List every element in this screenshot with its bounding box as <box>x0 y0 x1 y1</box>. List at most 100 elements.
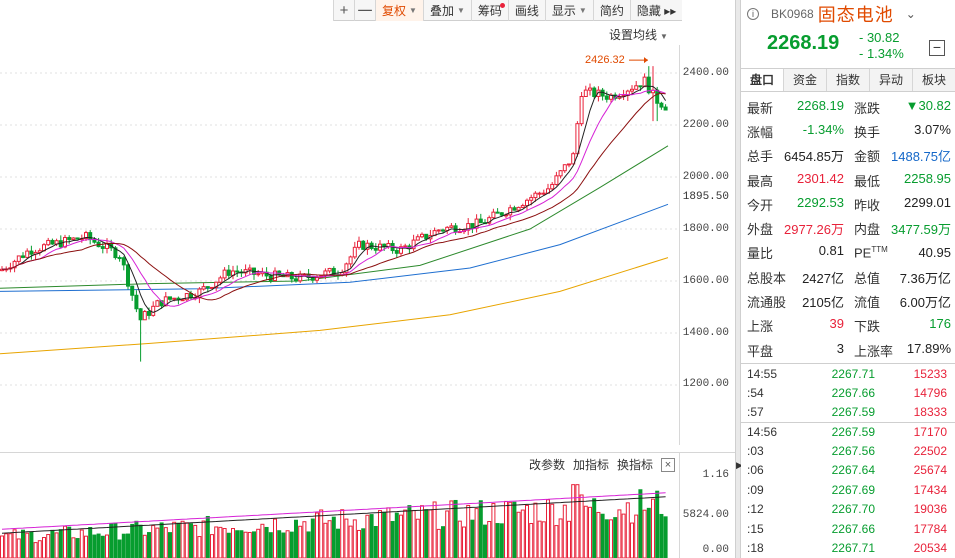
quote-cell: 量比 0.81 <box>741 243 848 262</box>
hide-panel-button[interactable]: 隐藏 ▸▸ <box>629 0 682 21</box>
candlestick-plot[interactable]: 2426.32 <box>0 0 679 452</box>
display-dropdown[interactable]: 显示 ▼ <box>544 0 593 21</box>
candle-body <box>659 102 664 108</box>
volume-bar <box>357 529 361 558</box>
volume-bar <box>25 532 30 558</box>
ma-setting-dropdown[interactable]: 设置均线 ▼ <box>609 26 668 43</box>
y-tick-label: 2000.00 <box>682 171 729 183</box>
volume-bar <box>567 520 571 558</box>
tab-capital[interactable]: 资金 <box>783 69 826 91</box>
volume-bar <box>252 531 256 558</box>
quote-label: 总值 <box>854 270 881 286</box>
zoom-out-button[interactable]: 一 <box>354 0 375 21</box>
quote-grid: 最新 2268.19 涨跌 ▼30.82 涨幅 -1.34% 换手 3.07% 总手 6454.8… <box>741 95 955 362</box>
volume-bar <box>361 528 366 558</box>
adjust-price-label: 复权 <box>382 4 407 18</box>
volume-bar <box>495 523 500 558</box>
volume-bar <box>403 509 408 558</box>
tab-index[interactable]: 指数 <box>826 69 869 91</box>
volume-bar <box>75 538 80 558</box>
tab-order-book[interactable]: 盘口 <box>741 69 783 91</box>
candle-body <box>273 270 277 282</box>
adjust-price-dropdown[interactable]: 复权 ▼ <box>375 0 423 21</box>
candle-body <box>163 296 168 307</box>
info-icon[interactable]: i <box>747 8 759 20</box>
zoom-in-button[interactable]: + <box>333 0 354 21</box>
tick-row: :54 2267.66 14796 <box>741 383 955 402</box>
quote-value: 1488.75亿 <box>891 149 951 165</box>
add-indicator-button[interactable]: 加指标 <box>572 458 609 472</box>
draw-line-button[interactable]: 画线 <box>507 0 545 21</box>
volume-bar <box>84 535 88 558</box>
volume-bar <box>277 530 282 558</box>
volume-bar <box>651 498 655 558</box>
quote-cell: 平盘 3 <box>741 341 848 360</box>
panel-tabs: 盘口 资金 指数 异动 板块 <box>741 68 955 92</box>
volume-bar <box>516 511 521 558</box>
volume-bar <box>508 501 513 558</box>
quote-label: 最新 <box>747 100 774 116</box>
volume-bar <box>247 531 252 558</box>
volume-bar <box>12 529 17 558</box>
panel-splitter[interactable]: ▶ <box>735 0 743 558</box>
volume-ma-line <box>1 496 666 534</box>
volume-plot[interactable] <box>0 474 679 558</box>
candle-body <box>327 267 332 272</box>
candle-body <box>394 250 399 254</box>
candle-body <box>29 250 34 255</box>
volume-bar <box>243 531 248 558</box>
quote-cell: 涨幅 -1.34% <box>741 122 848 141</box>
volume-bar <box>453 499 458 558</box>
volume-bar <box>537 520 542 558</box>
high-marker-label: 2426.32 <box>585 54 625 66</box>
edit-params-button[interactable]: 改参数 <box>528 458 565 472</box>
volume-bar <box>201 520 206 558</box>
volume-bar <box>0 535 4 558</box>
candle-body <box>646 76 651 94</box>
candle-body <box>315 277 319 281</box>
close-icon[interactable]: × <box>661 457 675 472</box>
quote-row: 外盘 2977.26万 内盘 3477.59万 <box>741 216 955 240</box>
quote-label: 涨跌 <box>854 100 881 116</box>
tab-movement[interactable]: 异动 <box>869 69 912 91</box>
volume-bar <box>79 529 84 558</box>
overlay-dropdown[interactable]: 叠加 ▼ <box>422 0 471 21</box>
collapse-icon[interactable]: − <box>929 40 945 56</box>
quote-value: 2268.19 <box>797 97 844 113</box>
simple-mode-button[interactable]: 简约 <box>592 0 630 21</box>
quote-value: 176 <box>929 316 951 332</box>
quote-row: 涨幅 -1.34% 换手 3.07% <box>741 119 955 143</box>
tick-price: 2267.71 <box>831 541 875 556</box>
current-price-tag: 1895.50 <box>682 191 729 203</box>
volume-bar <box>268 532 273 558</box>
quote-cell: 流值 6.00万亿 <box>848 292 955 311</box>
candle-body <box>415 236 420 241</box>
volume-bar <box>352 519 357 558</box>
volume-bar <box>541 521 546 558</box>
tick-volume: 25674 <box>913 463 947 478</box>
tab-sector[interactable]: 板块 <box>912 69 955 91</box>
chip-distribution-button[interactable]: 筹码 <box>470 0 508 21</box>
quote-value: 2105亿 <box>802 295 844 311</box>
volume-bar <box>466 504 471 558</box>
volume-bar <box>239 530 244 558</box>
candle-body <box>487 217 492 224</box>
change-percent: - 1.34% <box>859 46 904 61</box>
quote-label: PETTM <box>854 245 888 261</box>
quote-cell: 总手 6454.85万 <box>741 146 848 165</box>
quote-cell: 内盘 3477.59万 <box>848 219 955 238</box>
candle-body <box>449 225 454 228</box>
quote-label: 上涨 <box>747 319 774 335</box>
kline-chart-area[interactable]: + 一 复权 ▼ 叠加 ▼ 筹码 画线 显示 ▼ 简约 隐藏 ▸▸ 设置均线 ▼ 242… <box>0 0 737 558</box>
quote-cell: 上涨 39 <box>741 316 848 335</box>
candle-body <box>529 197 534 201</box>
chevron-down-icon[interactable]: ⌄ <box>905 7 916 21</box>
collapse-arrow-icon[interactable]: ▶ <box>736 460 743 470</box>
candle-body <box>12 260 17 269</box>
tick-time: :54 <box>747 386 764 401</box>
candle-body <box>147 311 151 316</box>
quote-cell: 上涨率 17.89% <box>848 341 955 360</box>
volume-bar <box>592 498 597 558</box>
switch-indicator-button[interactable]: 换指标 <box>616 458 653 472</box>
volume-bar <box>478 500 483 558</box>
